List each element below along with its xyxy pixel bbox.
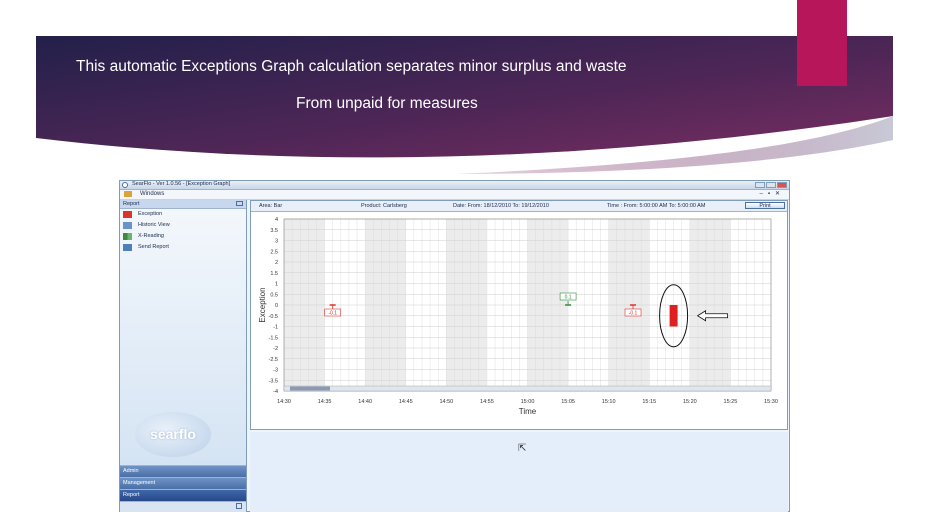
mdi-controls[interactable]: –▪✕ — [759, 191, 785, 197]
sidebar-item-label: X-Reading — [138, 233, 164, 239]
y-tick-label: 0 — [275, 303, 278, 309]
sidebar-footer — [120, 501, 246, 512]
app-icon — [122, 182, 128, 188]
sidebar-item-send-report[interactable]: Send Report — [120, 242, 246, 253]
y-tick-label: -3.5 — [269, 378, 278, 384]
date-range-label: Date: From: 18/12/2010 To: 19/12/2010 — [453, 203, 549, 209]
sidebar-section-label: Report — [123, 201, 140, 207]
sidebar-item-label: Exception — [138, 211, 163, 217]
data-label-box — [624, 308, 642, 317]
close-icon[interactable] — [777, 182, 787, 188]
maximize-icon[interactable] — [766, 182, 776, 188]
x-tick-label: 14:50 — [439, 399, 453, 405]
filter-info-bar: Area: Bar Product: Carlsberg Date: From:… — [251, 201, 787, 212]
y-tick-label: 2.5 — [270, 249, 278, 255]
x-tick-label: 15:10 — [602, 399, 616, 405]
pointer-arrow-icon — [696, 310, 728, 322]
y-tick-label: -2 — [273, 346, 278, 352]
collapse-icon[interactable] — [236, 201, 243, 206]
slide-heading: This automatic Exceptions Graph calculat… — [76, 58, 627, 75]
highlight-bar — [669, 305, 678, 327]
windows-menu-icon — [124, 191, 132, 197]
x-tick-label: 14:30 — [277, 399, 291, 405]
y-tick-label: -2.5 — [269, 357, 278, 363]
banner-shape — [36, 36, 893, 174]
data-label: 0.1 — [565, 294, 572, 300]
x-tick-label: 14:35 — [318, 399, 332, 405]
sidebar-item-label: Send Report — [138, 244, 169, 250]
x-tick-label: 15:15 — [642, 399, 656, 405]
menu-bar: Windows –▪✕ — [120, 190, 789, 200]
exception-graph-panel: Area: Bar Product: Carlsberg Date: From:… — [250, 200, 788, 430]
sidebar-item-x-reading[interactable]: X-Reading — [120, 231, 246, 242]
historic-view-icon — [123, 222, 132, 229]
chart-scrollbar-thumb — [290, 386, 330, 391]
x-tick-label: 15:00 — [521, 399, 535, 405]
x-tick-label: 14:45 — [399, 399, 413, 405]
y-tick-label: 4 — [275, 217, 278, 223]
x-tick-label: 14:55 — [480, 399, 494, 405]
time-range-label: Time : From: 5:00:00 AM To: 5:00:00 AM — [607, 203, 706, 209]
x-axis-title: Time — [519, 407, 537, 416]
window-titlebar: SearFlo - Ver 1.0.56 - [Exception Graph] — [120, 181, 789, 190]
data-label: -0.1 — [629, 310, 638, 316]
details-panel — [250, 432, 788, 512]
exception-chart: 4 3.5 3 2.5 2 1.5 1 0.5 0 -0.5 -1 -1.5 -2 -2.5 -3 -3.5 -… — [258, 217, 778, 416]
slide-subheading: From unpaid for measures — [296, 95, 478, 112]
expand-icon[interactable] — [236, 503, 242, 509]
data-label: -0.1 — [328, 310, 337, 316]
area-label: Area: Bar — [259, 203, 283, 209]
x-tick-label: 15:05 — [561, 399, 575, 405]
y-tick-label: 0.5 — [270, 292, 278, 298]
data-label-box — [559, 292, 577, 301]
y-tick-label: -1 — [273, 325, 278, 331]
sidebar-bottom-tabs: Admin Management Report — [120, 465, 246, 512]
tab-management[interactable]: Management — [120, 477, 246, 489]
exception-icon — [123, 211, 132, 218]
sidebar-item-exception[interactable]: Exception — [120, 209, 246, 220]
searflo-logo: searflo — [135, 412, 211, 457]
data-label-box — [324, 308, 341, 317]
sidebar-item-label: Historic View — [138, 222, 170, 228]
y-tick-label: -3 — [273, 368, 278, 374]
product-label: Product: Carlsberg — [361, 203, 407, 209]
y-tick-label: 2 — [275, 260, 278, 266]
x-reading-icon — [123, 233, 132, 240]
chart-scrollbar — [283, 385, 772, 392]
y-axis-title: Exception — [258, 287, 267, 322]
y-tick-label: 3.5 — [270, 228, 278, 234]
sidebar: Report Exception Historic View X-Reading… — [120, 200, 247, 512]
sidebar-section-title: Report — [120, 200, 246, 209]
send-report-icon — [123, 244, 132, 251]
y-tick-label: 1.5 — [270, 271, 278, 277]
mouse-cursor-icon: ⇱ — [518, 443, 527, 454]
window-title: SearFlo - Ver 1.0.56 - [Exception Graph] — [132, 181, 231, 187]
app-window: SearFlo - Ver 1.0.56 - [Exception Graph]… — [119, 180, 790, 512]
title-banner — [36, 36, 893, 174]
x-tick-label: 15:25 — [724, 399, 738, 405]
y-tick-label: -1.5 — [269, 335, 278, 341]
print-button[interactable]: Print — [745, 202, 785, 209]
x-tick-label: 14:40 — [358, 399, 372, 405]
y-tick-label: -4 — [273, 389, 278, 395]
y-tick-label: 3 — [275, 239, 278, 245]
x-tick-label: 15:30 — [764, 399, 778, 405]
window-controls — [755, 182, 787, 188]
sidebar-item-historic-view[interactable]: Historic View — [120, 220, 246, 231]
highlight-ellipse — [659, 284, 689, 348]
y-tick-label: -0.5 — [269, 314, 278, 320]
accent-bar — [797, 0, 847, 86]
minimize-icon[interactable] — [755, 182, 765, 188]
tab-admin[interactable]: Admin — [120, 465, 246, 477]
menu-windows[interactable]: Windows — [140, 191, 165, 197]
x-tick-label: 15:20 — [683, 399, 697, 405]
y-tick-label: 1 — [275, 282, 278, 288]
tab-report[interactable]: Report — [120, 489, 246, 501]
